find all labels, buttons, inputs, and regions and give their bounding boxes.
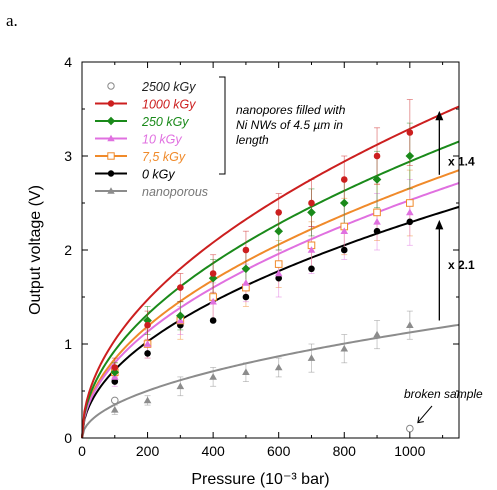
data-point — [407, 219, 414, 226]
legend-label: 250 kGy — [141, 115, 189, 129]
data-point — [275, 209, 282, 216]
data-point — [275, 364, 283, 371]
annotation-x21: x 2.1 — [448, 258, 475, 272]
legend-label: nanoporous — [142, 185, 208, 199]
annotation-x14: x 1.4 — [448, 155, 475, 169]
data-point — [177, 383, 185, 390]
data-point — [111, 364, 118, 371]
data-point — [374, 153, 381, 160]
legend-label: 2500 kGy — [141, 80, 196, 94]
data-point — [242, 279, 250, 286]
annotations: x 1.4 x 2.1 broken sample — [404, 111, 483, 423]
fit-curves — [82, 106, 459, 438]
x-tick-label: 0 — [78, 443, 86, 459]
data-point — [340, 199, 349, 208]
data-point — [108, 83, 114, 89]
data-point — [243, 247, 250, 254]
data-point — [407, 425, 414, 432]
data-point — [144, 322, 151, 329]
data-point — [177, 284, 184, 291]
data-point — [210, 270, 217, 277]
data-point — [407, 200, 414, 207]
legend-note-line: Ni NWs of 4.5 µm in — [236, 118, 343, 132]
data-point — [374, 228, 381, 235]
legend-label: 1000 kGy — [142, 98, 196, 112]
data-point — [144, 350, 151, 357]
data-point — [340, 345, 348, 352]
y-tick-label: 0 — [64, 430, 72, 446]
data-point — [108, 170, 114, 176]
x-tick-label: 200 — [136, 443, 160, 459]
data-point — [307, 208, 316, 217]
data-point — [308, 200, 315, 207]
panel-label: a. — [6, 11, 18, 30]
data-point — [406, 152, 415, 161]
data-point — [274, 227, 283, 236]
data-point — [275, 261, 282, 268]
fit-curve — [82, 170, 459, 438]
data-point — [374, 209, 381, 216]
data-point — [407, 129, 414, 136]
data-point — [406, 321, 414, 328]
data-point — [308, 354, 316, 361]
x-tick-label: 1000 — [394, 443, 425, 459]
fit-curve — [82, 106, 459, 438]
fit-curve — [82, 325, 459, 438]
data-point — [107, 117, 115, 125]
x-tick-label: 800 — [333, 443, 357, 459]
legend-bracket-note: nanopores filled with Ni NWs of 4.5 µm in… — [236, 103, 346, 147]
y-axis-label: Output voltage (V) — [27, 185, 44, 315]
data-point — [341, 176, 348, 183]
x-tick-label: 600 — [267, 443, 291, 459]
legend-label: 7,5 kGy — [142, 150, 186, 164]
y-tick-label: 3 — [64, 148, 72, 164]
data-point — [373, 331, 381, 338]
broken-sample-arrow — [418, 406, 432, 423]
y-tick-label: 4 — [64, 54, 72, 70]
legend-label: 10 kGy — [142, 133, 182, 147]
data-point — [242, 368, 250, 375]
annotation-arrow-head — [435, 220, 443, 229]
x-tick-label: 400 — [201, 443, 225, 459]
data-point — [308, 266, 315, 273]
legend-note-line: nanopores filled with — [236, 103, 346, 117]
data-point — [144, 397, 152, 404]
legend-bracket — [219, 77, 225, 174]
data-point — [210, 317, 217, 324]
legend-note-line: length — [236, 133, 269, 147]
data-point — [243, 294, 250, 301]
y-tick-label: 1 — [64, 336, 72, 352]
data-point — [108, 153, 114, 159]
legend-label: 0 kGy — [142, 168, 175, 182]
annotation-broken-sample: broken sample — [404, 387, 483, 401]
data-point — [341, 247, 348, 254]
x-axis-label: Pressure (10⁻³ bar) — [191, 471, 329, 488]
data-point — [406, 209, 414, 216]
data-point — [111, 397, 118, 404]
y-tick-label: 2 — [64, 242, 72, 258]
data-point — [108, 100, 114, 106]
data-point — [209, 373, 217, 380]
data-point — [373, 218, 381, 225]
